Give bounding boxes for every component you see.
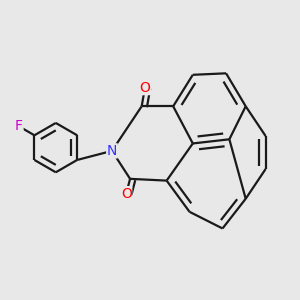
Text: N: N	[107, 144, 117, 158]
Text: O: O	[121, 187, 132, 201]
Text: F: F	[15, 119, 23, 134]
Text: O: O	[140, 81, 150, 94]
